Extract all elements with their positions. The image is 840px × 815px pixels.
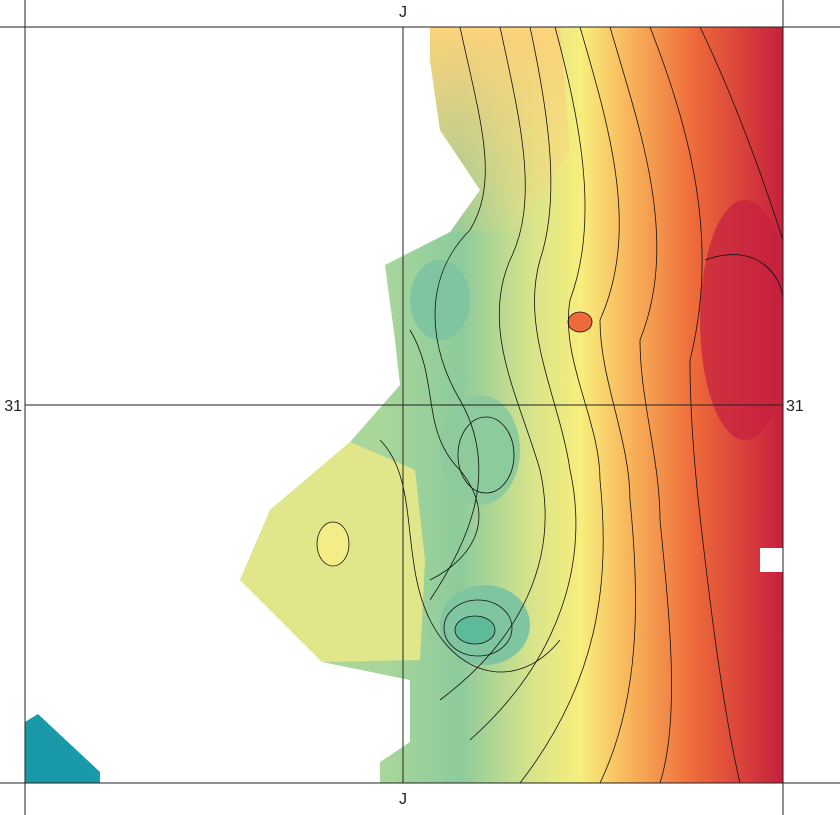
green-basin bbox=[410, 260, 470, 340]
left-label: 31 bbox=[4, 398, 22, 415]
red-peak bbox=[700, 200, 790, 440]
right-label: 31 bbox=[786, 398, 804, 415]
top-label: J bbox=[399, 4, 407, 21]
green-core bbox=[455, 616, 495, 644]
bottom-label: J bbox=[399, 791, 407, 808]
yellow-peak bbox=[317, 522, 349, 566]
map: J J 31 31 bbox=[0, 0, 840, 815]
spot bbox=[568, 312, 592, 332]
gap bbox=[760, 548, 783, 572]
green-basin bbox=[440, 395, 520, 505]
